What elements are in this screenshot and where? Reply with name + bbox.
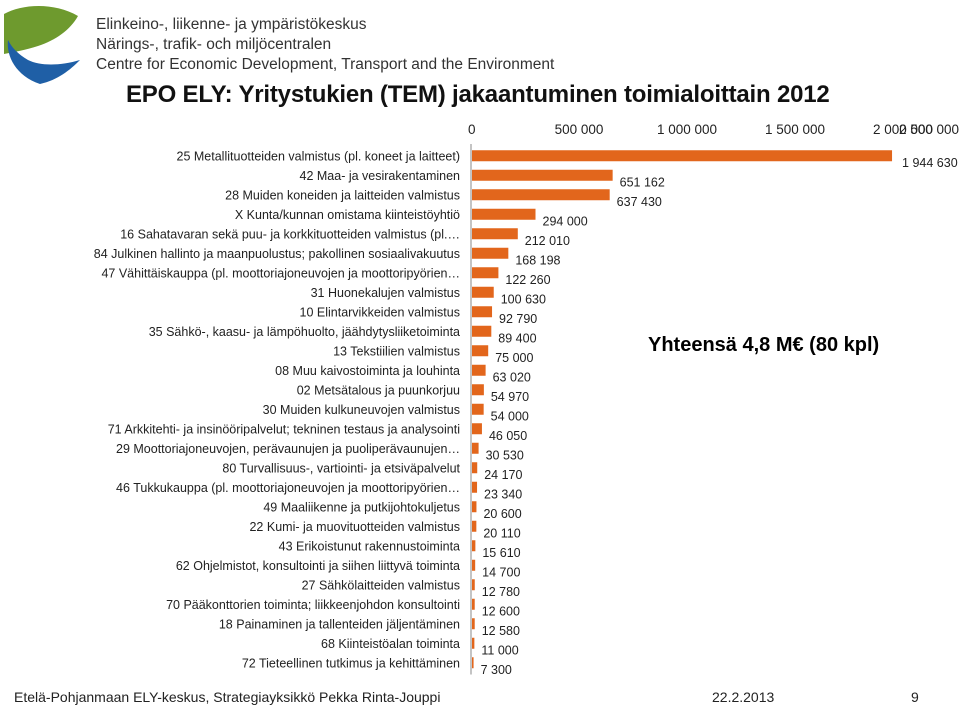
page-number: 9 bbox=[911, 689, 919, 705]
bar bbox=[472, 403, 484, 415]
data-label: 12 600 bbox=[482, 604, 520, 618]
bar bbox=[472, 364, 486, 376]
bar bbox=[472, 384, 484, 396]
x-tick-label: 2 500 000 bbox=[899, 122, 959, 137]
bar bbox=[472, 657, 474, 669]
data-label: 122 260 bbox=[505, 273, 550, 287]
bar bbox=[472, 423, 482, 435]
total-annotation: Yhteensä 4,8 M€ (80 kpl) bbox=[648, 334, 880, 356]
bar bbox=[472, 520, 477, 532]
bar bbox=[472, 540, 476, 552]
data-label: 100 630 bbox=[501, 292, 546, 306]
data-label: 54 970 bbox=[491, 390, 529, 404]
bar bbox=[472, 637, 475, 649]
category-label: 31 Huonekalujen valmistus bbox=[311, 286, 460, 300]
data-label: 92 790 bbox=[499, 312, 537, 326]
bar bbox=[472, 598, 475, 610]
data-label: 14 700 bbox=[482, 565, 520, 579]
org-name-fi: Elinkeino-, liikenne- ja ympäristökeskus bbox=[96, 16, 367, 33]
bar bbox=[472, 228, 518, 240]
data-label: 24 170 bbox=[484, 468, 522, 482]
bar bbox=[472, 481, 478, 493]
category-label: 25 Metallituotteiden valmistus (pl. kone… bbox=[177, 149, 460, 163]
org-name-sv: Närings-, trafik- och miljöcentralen bbox=[96, 36, 332, 53]
data-label: 54 000 bbox=[491, 409, 529, 423]
data-label: 30 530 bbox=[486, 448, 524, 462]
org-name-en: Centre for Economic Development, Transpo… bbox=[96, 56, 555, 73]
bar bbox=[472, 325, 492, 337]
data-label: 11 000 bbox=[481, 643, 518, 657]
category-label: 68 Kiinteistöalan toiminta bbox=[321, 637, 460, 651]
category-label: 18 Painaminen ja tallenteiden jäljentämi… bbox=[219, 617, 460, 631]
ely-logo-icon bbox=[4, 6, 81, 84]
category-label: 08 Muu kaivostoiminta ja louhinta bbox=[275, 364, 460, 378]
category-label: 13 Tekstiilien valmistus bbox=[333, 344, 460, 358]
logo-green-leaf bbox=[4, 6, 78, 54]
category-label: 80 Turvallisuus-, vartiointi- ja etsiväp… bbox=[222, 461, 460, 475]
category-label: 49 Maaliikenne ja putkijohtokuljetus bbox=[263, 500, 460, 514]
bar bbox=[472, 306, 493, 318]
footer-date: 22.2.2013 bbox=[712, 689, 775, 705]
bar bbox=[472, 267, 499, 279]
data-label: 20 600 bbox=[483, 507, 521, 521]
bar bbox=[472, 559, 476, 571]
footer-source: Etelä-Pohjanmaan ELY-keskus, Strategiayk… bbox=[14, 689, 441, 705]
category-label: 71 Arkkitehti- ja insinööripalvelut; tek… bbox=[108, 422, 460, 436]
bar bbox=[472, 189, 610, 201]
data-label: 7 300 bbox=[481, 663, 512, 677]
category-label: 10 Elintarvikkeiden valmistus bbox=[300, 305, 461, 319]
data-label: 23 340 bbox=[484, 487, 522, 501]
category-label: 72 Tieteellinen tutkimus ja kehittäminen bbox=[242, 656, 460, 670]
data-label: 168 198 bbox=[515, 253, 560, 267]
bar bbox=[472, 208, 536, 220]
category-label: 46 Tukkukauppa (pl. moottoriajoneuvojen … bbox=[116, 481, 460, 495]
category-label: 27 Sähkölaitteiden valmistus bbox=[302, 578, 460, 592]
category-label: 70 Pääkonttorien toiminta; liikkeenjohdo… bbox=[166, 598, 460, 612]
category-label: 84 Julkinen hallinto ja maanpuolustus; p… bbox=[94, 247, 460, 261]
data-label: 12 580 bbox=[482, 624, 520, 638]
x-tick-label: 2 000 000 bbox=[873, 122, 933, 137]
data-label: 12 780 bbox=[482, 585, 520, 599]
category-label: 43 Erikoistunut rakennustoiminta bbox=[279, 539, 460, 553]
data-label: 294 000 bbox=[543, 214, 588, 228]
data-label: 212 010 bbox=[525, 234, 570, 248]
category-label: 30 Muiden kulkuneuvojen valmistus bbox=[263, 403, 460, 417]
bar bbox=[472, 618, 475, 630]
bar bbox=[472, 169, 613, 181]
bar bbox=[472, 345, 489, 357]
data-label: 89 400 bbox=[498, 331, 536, 345]
x-tick-label: 1 000 000 bbox=[657, 122, 717, 137]
category-label: 47 Vähittäiskauppa (pl. moottoriajoneuvo… bbox=[101, 266, 460, 280]
data-label: 1 944 630 bbox=[902, 156, 958, 170]
data-label: 46 050 bbox=[489, 429, 527, 443]
data-label: 75 000 bbox=[495, 351, 533, 365]
category-label: 28 Muiden koneiden ja laitteiden valmist… bbox=[225, 188, 460, 202]
data-label: 63 020 bbox=[493, 370, 531, 384]
x-tick-label: 500 000 bbox=[555, 122, 604, 137]
x-tick-label: 0 bbox=[468, 122, 476, 137]
bar bbox=[472, 286, 494, 298]
bar bbox=[472, 501, 477, 513]
category-label: X Kunta/kunnan omistama kiinteistöyhtiö bbox=[235, 208, 460, 222]
bar bbox=[472, 462, 478, 474]
data-label: 651 162 bbox=[620, 175, 665, 189]
category-label: 62 Ohjelmistot, konsultointi ja siihen l… bbox=[176, 559, 460, 573]
category-label: 42 Maa- ja vesirakentaminen bbox=[300, 169, 461, 183]
category-label: 29 Moottoriajoneuvojen, perävaunujen ja … bbox=[116, 442, 460, 456]
x-tick-label: 1 500 000 bbox=[765, 122, 825, 137]
bar bbox=[472, 247, 509, 259]
category-label: 16 Sahatavaran sekä puu- ja korkkituotte… bbox=[120, 227, 460, 241]
logo-blue-wave bbox=[7, 40, 81, 84]
data-label: 15 610 bbox=[482, 546, 520, 560]
category-label: 35 Sähkö-, kaasu- ja lämpöhuolto, jäähdy… bbox=[149, 325, 460, 339]
bar bbox=[472, 442, 479, 454]
category-label: 22 Kumi- ja muovituotteiden valmistus bbox=[249, 520, 460, 534]
category-label: 02 Metsätalous ja puunkorjuu bbox=[297, 383, 460, 397]
page-title: EPO ELY: Yritystukien (TEM) jakaantumine… bbox=[126, 81, 830, 108]
bar bbox=[472, 150, 893, 162]
bar bbox=[472, 579, 475, 591]
data-label: 20 110 bbox=[483, 526, 520, 540]
data-label: 637 430 bbox=[617, 195, 662, 209]
